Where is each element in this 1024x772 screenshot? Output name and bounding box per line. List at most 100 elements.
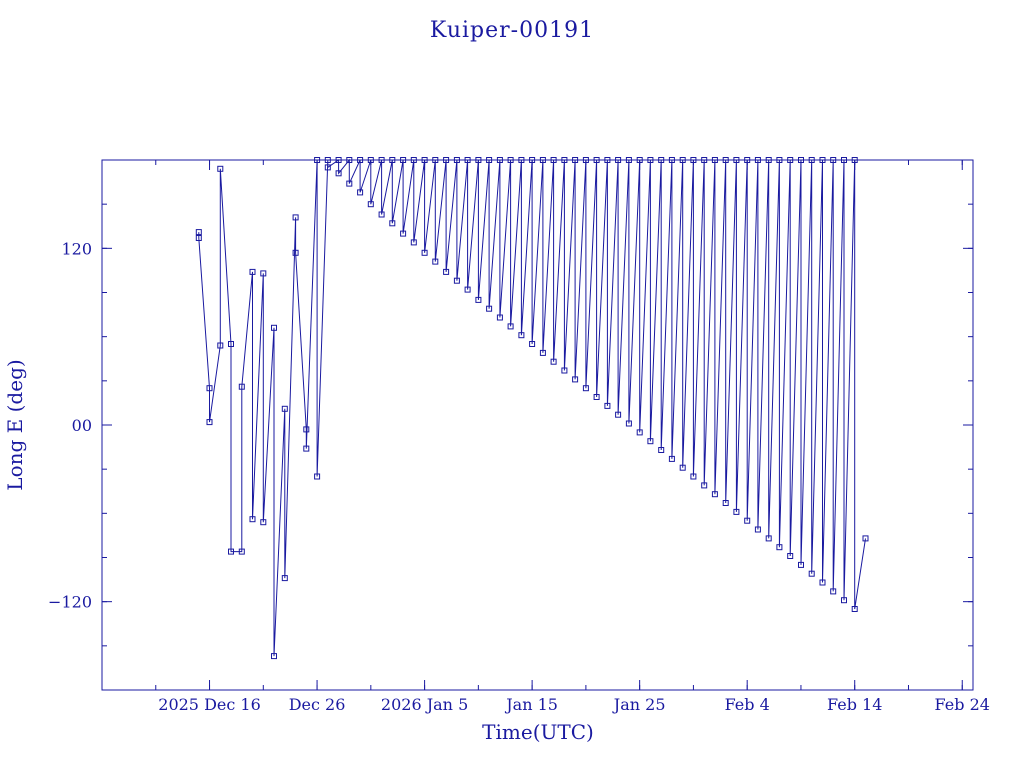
data-point [711, 157, 718, 163]
data-point [841, 597, 847, 604]
data-point [808, 157, 815, 163]
x-tick-label: Jan 25 [612, 695, 666, 714]
data-point [324, 157, 331, 163]
data-point [475, 157, 482, 163]
data-point [679, 464, 686, 471]
x-tick-label: 2026 Jan 5 [381, 695, 468, 714]
data-point [346, 157, 353, 163]
data-point [410, 157, 417, 163]
data-point [357, 157, 364, 163]
data-point [260, 270, 267, 277]
data-point [249, 516, 256, 523]
data-point [507, 157, 514, 163]
y-axis-label: Long E (deg) [3, 359, 27, 490]
x-axis: 2025 Dec 16 Dec 26 2026 Jan 5 Jan 15 Jan 25 F… [101, 160, 990, 714]
data-point [561, 367, 568, 374]
data-point [539, 349, 546, 356]
data-point [593, 157, 600, 163]
data-point [582, 385, 589, 392]
data-point [604, 402, 611, 409]
data-point [754, 526, 761, 533]
data-point [367, 157, 374, 163]
data-point [765, 535, 772, 542]
data-point [303, 426, 310, 433]
data-point [475, 296, 482, 303]
data-point [593, 394, 600, 400]
data-point [625, 420, 632, 427]
data-point [722, 157, 729, 163]
data-point [238, 383, 245, 390]
data-point [432, 157, 439, 163]
data-point [292, 249, 299, 256]
data-point [206, 419, 213, 426]
data-point [550, 358, 557, 365]
data-point [539, 157, 546, 163]
data-point [421, 249, 428, 256]
data-point [615, 157, 622, 163]
data-point [862, 535, 869, 542]
data-point [443, 268, 450, 275]
data-point [400, 230, 407, 237]
data-point [658, 157, 665, 163]
data-point [281, 575, 288, 582]
data-point [378, 211, 385, 218]
data-point [195, 229, 202, 236]
data-point [518, 157, 525, 163]
series-layer [195, 157, 869, 660]
x-tick-label: Dec 26 [289, 695, 346, 714]
data-point [314, 157, 321, 163]
data-point [798, 561, 804, 568]
x-tick-label: 2025 Dec 16 [158, 695, 261, 714]
data-point [281, 405, 288, 412]
data-point [389, 157, 396, 163]
x-tick-label: Feb 24 [935, 695, 990, 714]
data-point [722, 500, 729, 506]
data-point [701, 157, 708, 163]
data-point [830, 588, 837, 595]
data-point [357, 189, 364, 196]
data-point [410, 239, 417, 246]
y-tick-label: 120 [61, 239, 92, 258]
data-point [453, 277, 460, 284]
data-point [378, 157, 385, 163]
data-point [249, 268, 256, 275]
data-point [808, 570, 815, 577]
data-point [486, 305, 493, 312]
data-point [733, 157, 740, 163]
data-point [529, 157, 536, 163]
data-point [464, 286, 471, 293]
data-point [841, 157, 847, 163]
data-point [711, 491, 718, 498]
data-point [733, 508, 740, 515]
data-point [625, 157, 632, 163]
data-point [679, 157, 686, 163]
data-point [228, 341, 234, 347]
data-point [744, 157, 751, 163]
data-point [647, 438, 654, 445]
data-point [851, 157, 858, 163]
data-point [851, 606, 858, 612]
data-point [260, 519, 267, 526]
data-point [830, 157, 837, 163]
data-point [206, 385, 213, 392]
data-point [582, 157, 589, 163]
chart-title: Kuiper-00191 [430, 18, 594, 43]
data-point [787, 553, 794, 559]
data-point [636, 157, 643, 163]
data-point [217, 165, 224, 172]
data-point [615, 411, 622, 418]
data-point [496, 157, 503, 163]
data-point [561, 157, 568, 163]
data-point [228, 548, 234, 555]
data-point [400, 157, 407, 163]
data-point [798, 157, 804, 163]
data-point [324, 164, 331, 171]
data-point [529, 341, 536, 347]
data-point [335, 157, 342, 163]
data-point [346, 180, 353, 187]
data-point [367, 201, 374, 208]
data-point [518, 332, 525, 339]
x-tick-label: Feb 4 [725, 695, 770, 714]
